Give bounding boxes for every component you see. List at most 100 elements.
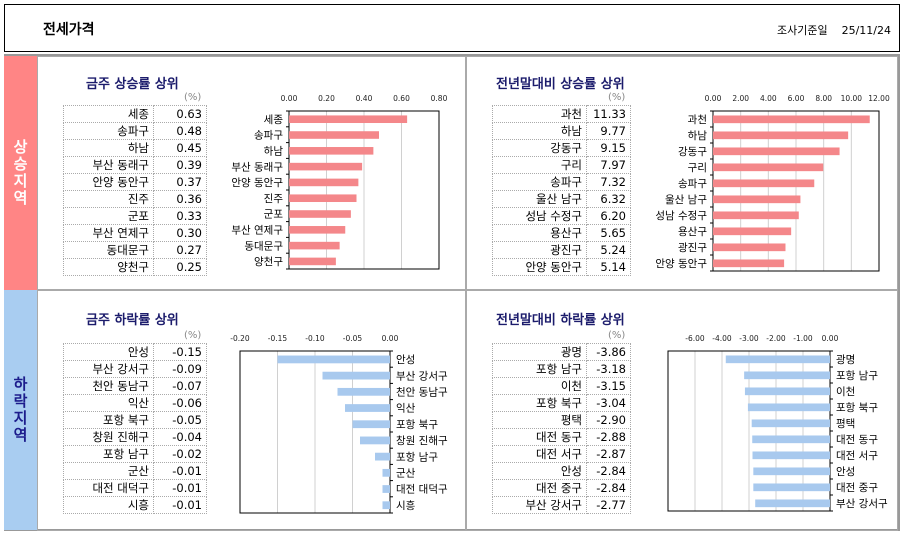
category-label: 용산구 [678, 226, 707, 238]
tick-label: -3.00 [739, 334, 759, 343]
rate-value: -2.87 [586, 445, 631, 463]
rate-value: 5.24 [586, 241, 631, 259]
category-label: 송파구 [254, 130, 283, 142]
bar [753, 483, 830, 492]
region-name: 포항 북구 [63, 411, 154, 429]
region-name: 포항 남구 [492, 360, 587, 378]
bar [713, 195, 801, 204]
bar [752, 451, 830, 460]
tick-label: 10.00 [841, 94, 863, 103]
category-label: 강동구 [678, 146, 707, 158]
table-row: 울산 남구 6.32 [492, 190, 631, 208]
table-row: 포항 남구 -0.02 [63, 445, 207, 463]
tick-label: -4.00 [712, 334, 732, 343]
region-name: 평택 [492, 411, 587, 429]
region-name: 부산 연제구 [63, 224, 154, 242]
region-name: 포항 남구 [63, 445, 154, 463]
tick-label: 2.00 [732, 94, 749, 103]
region-name: 천안 동남구 [63, 377, 154, 395]
category-label: 세종 [264, 114, 284, 126]
rate-value: -0.02 [153, 445, 207, 463]
bar [713, 179, 815, 188]
tick-label: 12.00 [868, 94, 890, 103]
bar [382, 485, 390, 493]
bar [289, 210, 351, 218]
panel-3: 금주 하락률 상위 (%) 안성 -0.15 부산 강서구 -0.09 천안 동남구 -0.0… [37, 290, 466, 531]
rate-value: 7.97 [586, 156, 631, 174]
bar [747, 403, 830, 412]
rate-value: -3.15 [586, 377, 631, 395]
region-name: 하남 [492, 122, 587, 140]
region-name: 하남 [63, 139, 154, 157]
table-row: 부산 강서구 -0.09 [63, 360, 207, 378]
tick-label: -0.10 [305, 334, 325, 343]
bar [713, 227, 792, 236]
table-row: 부산 연제구 0.30 [63, 224, 207, 242]
category-label: 부산 강서구 [836, 498, 888, 510]
rate-value: -0.07 [153, 377, 207, 395]
rate-value: 9.15 [586, 139, 631, 157]
category-label: 하남 [688, 129, 708, 142]
category-label: 포항 남구 [396, 451, 438, 463]
fall-region-band: 하락지역 [4, 290, 37, 530]
table-row: 강동구 9.15 [492, 139, 631, 157]
rise-region-band: 상승지역 [4, 56, 37, 290]
ranking-table: 광명 -3.86 포항 남구 -3.18 이천 -3.15 포항 북구 -3.04 평택 -2.9… [492, 343, 631, 514]
region-name: 구리 [492, 156, 587, 174]
table-row: 광진구 5.24 [492, 241, 631, 259]
unit-label: (%) [608, 330, 626, 341]
region-name: 군포 [63, 207, 154, 225]
tick-label: -0.15 [268, 334, 288, 343]
region-name: 안양 동안구 [63, 173, 154, 191]
category-label: 양천구 [254, 256, 283, 268]
region-name: 성남 수정구 [492, 207, 587, 225]
table-row: 평택 -2.90 [492, 411, 631, 429]
rate-value: -0.01 [153, 462, 207, 480]
category-label: 창원 진해구 [396, 434, 448, 447]
category-label: 평택 [836, 418, 855, 430]
region-name: 동대문구 [63, 241, 154, 259]
rate-value: -0.05 [153, 411, 207, 429]
region-name: 대전 동구 [492, 428, 587, 446]
region-name: 광진구 [492, 241, 587, 259]
category-label: 포항 북구 [396, 419, 438, 431]
region-name: 부산 강서구 [63, 360, 154, 378]
region-name: 안양 동안구 [492, 258, 587, 276]
table-row: 시흥 -0.01 [63, 496, 207, 514]
survey-date: 조사기준일 25/11/24 [777, 22, 891, 38]
rate-value: 0.36 [153, 190, 207, 208]
category-label: 부산 동래구 [231, 161, 283, 173]
date-value: 25/11/24 [841, 24, 891, 37]
rate-value: 0.33 [153, 207, 207, 225]
rate-value: 0.45 [153, 139, 207, 157]
category-label: 안성 [396, 354, 415, 366]
bar [345, 404, 390, 412]
rate-value: -2.90 [586, 411, 631, 429]
rate-value: 7.32 [586, 173, 631, 191]
category-label: 대전 동구 [836, 434, 878, 446]
table-row: 군포 0.33 [63, 207, 207, 225]
tick-label: 0.00 [822, 334, 839, 343]
panel-title: 전년말대비 하락률 상위 [496, 313, 625, 328]
rate-value: 9.77 [586, 122, 631, 140]
table-row: 하남 9.77 [492, 122, 631, 140]
tick-label: -0.20 [230, 334, 250, 343]
rate-value: -2.77 [586, 496, 631, 514]
region-name: 대전 대덕구 [63, 479, 154, 497]
table-row: 대전 동구 -2.88 [492, 428, 631, 446]
bar [289, 194, 357, 203]
unit-label: (%) [184, 330, 202, 341]
rate-value: 0.25 [153, 258, 207, 276]
table-row: 송파구 7.32 [492, 173, 631, 191]
table-row: 안성 -2.84 [492, 462, 631, 480]
bar [725, 355, 830, 364]
category-label: 광명 [836, 354, 855, 366]
table-row: 부산 동래구 0.39 [63, 156, 207, 174]
category-label: 과천 [688, 114, 707, 126]
table-row: 대전 대덕구 -0.01 [63, 479, 207, 497]
category-label: 군포 [264, 209, 284, 221]
rate-value: 0.27 [153, 241, 207, 259]
ranking-table: 안성 -0.15 부산 강서구 -0.09 천안 동남구 -0.07 익산 -0.06 포항 북… [63, 343, 207, 514]
region-name: 송파구 [63, 122, 154, 140]
